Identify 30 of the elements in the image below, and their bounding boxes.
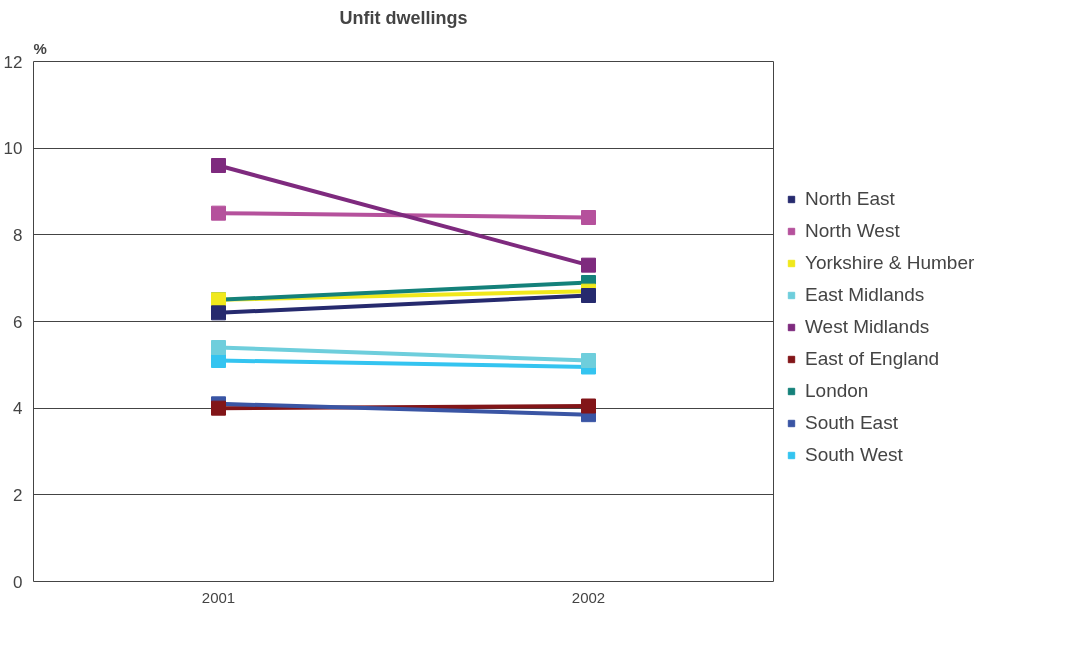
point <box>211 158 226 173</box>
legend-label: North East <box>805 188 895 210</box>
point <box>211 305 226 321</box>
point <box>581 257 596 273</box>
legend-label: West Midlands <box>805 316 930 338</box>
point <box>581 210 596 225</box>
y-tick-label: 8 <box>13 225 23 245</box>
x-tick-label: 2001 <box>201 588 236 606</box>
y-tick-label: 4 <box>13 399 23 419</box>
legend-label: East Midlands <box>805 284 925 306</box>
point <box>581 353 596 368</box>
legend-label: South East <box>805 412 898 434</box>
point <box>211 400 226 416</box>
legend-label: South West <box>805 444 903 466</box>
x-tick-label: 2002 <box>571 588 606 606</box>
legend-label: London <box>805 380 869 402</box>
y-tick-label: 6 <box>13 312 23 332</box>
point <box>581 398 596 414</box>
y-axis-title: % <box>33 39 47 57</box>
y-tick-label: 0 <box>13 572 23 592</box>
point <box>211 205 226 221</box>
y-tick-label: 12 <box>3 52 23 72</box>
y-tick-label: 2 <box>13 485 23 505</box>
legend-label: North West <box>805 220 900 242</box>
legend-label: Yorkshire & Humber <box>805 252 975 274</box>
legend-label: East of England <box>805 348 940 370</box>
chart-title: Unfit dwellings <box>339 7 468 28</box>
point <box>211 340 226 355</box>
point <box>581 288 596 303</box>
y-tick-label: 10 <box>3 139 23 159</box>
